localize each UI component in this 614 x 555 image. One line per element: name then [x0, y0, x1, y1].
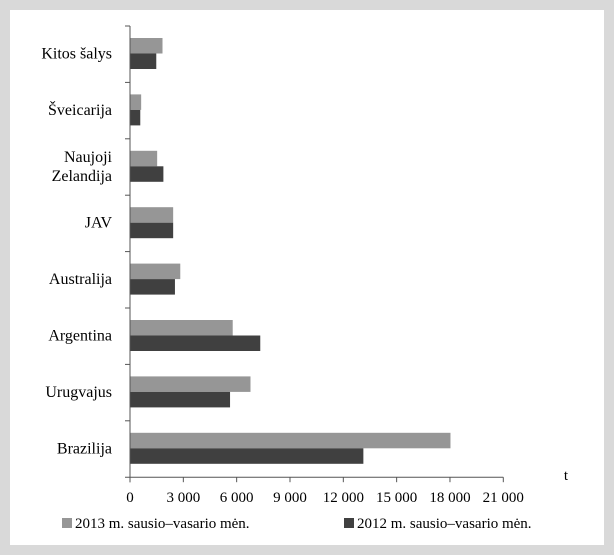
- bar-series2-0: [130, 53, 157, 69]
- axes-group: [125, 25, 504, 483]
- bar-series2-7: [130, 448, 364, 464]
- legend-swatch-0: [62, 518, 72, 528]
- x-tick-label-7: 21 000: [483, 490, 524, 506]
- x-tick-label-4: 12 000: [323, 490, 364, 506]
- x-tick-label-3: 9 000: [273, 490, 307, 506]
- bar-series2-3: [130, 222, 174, 239]
- labels-group: Kitos šalys Šveicarija Naujoji Zelandija JAV…: [41, 46, 569, 507]
- category-label-6: Urugvajus: [45, 384, 112, 401]
- bar-series2-1: [130, 109, 141, 126]
- chart-frame: Kitos šalys Šveicarija Naujoji Zelandija JAV…: [10, 10, 604, 545]
- x-tick-label-0: 0: [126, 490, 134, 506]
- category-label-5: Argentina: [48, 328, 112, 345]
- x-tick-label-6: 18 000: [429, 490, 470, 506]
- bar-series1-0: [130, 38, 163, 54]
- bar-chart: Kitos šalys Šveicarija Naujoji Zelandija JAV…: [41, 25, 569, 532]
- bar-series2-5: [130, 335, 261, 351]
- x-tick-label-5: 15 000: [376, 490, 417, 506]
- bar-series2-6: [130, 391, 231, 408]
- legend-label-1: 2012 m. sausio–vasario mėn.: [357, 516, 532, 532]
- bar-series2-2: [130, 166, 164, 182]
- category-label-3: JAV: [85, 215, 113, 232]
- category-label-4: Australija: [49, 271, 112, 288]
- bar-series1-4: [130, 263, 181, 280]
- legend-label-0: 2013 m. sausio–vasario mėn.: [75, 516, 250, 532]
- bar-series1-5: [130, 320, 233, 336]
- x-tick-label-1: 3 000: [166, 490, 200, 506]
- bar-series2-4: [130, 279, 175, 295]
- category-label-2-1: Zelandija: [52, 168, 112, 185]
- x-axis-label: t: [564, 468, 569, 484]
- bar-series1-1: [130, 94, 142, 110]
- x-tick-label-2: 6 000: [220, 490, 254, 506]
- category-label-1: Šveicarija: [48, 100, 112, 119]
- legend: 2013 m. sausio–vasario mėn. 2012 m. sausi…: [62, 516, 532, 532]
- bar-series1-7: [130, 432, 451, 449]
- legend-swatch-1: [344, 518, 354, 528]
- bar-series1-2: [130, 150, 158, 167]
- bar-series1-3: [130, 207, 174, 223]
- bar-series1-6: [130, 376, 251, 392]
- bars-group: [130, 38, 451, 464]
- category-label-0: Kitos šalys: [41, 46, 112, 63]
- category-label-2-0: Naujoji: [64, 149, 113, 166]
- category-label-7: Brazilija: [57, 440, 112, 457]
